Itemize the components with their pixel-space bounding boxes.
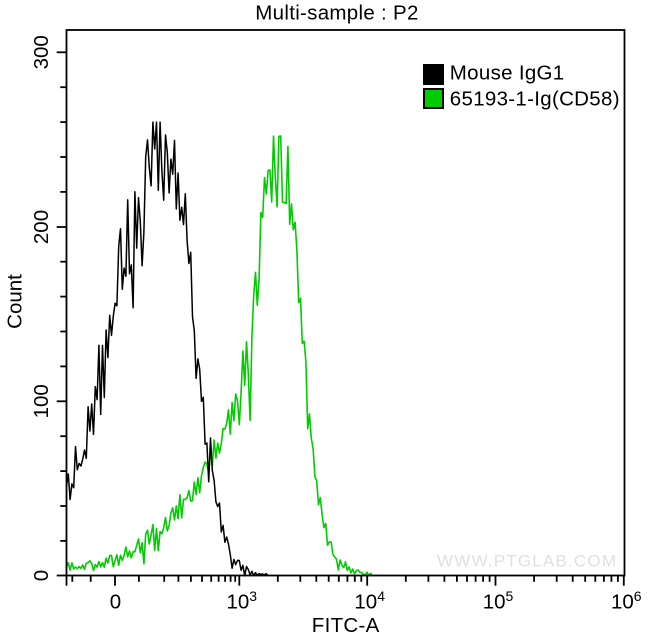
svg-text:FITC-A: FITC-A xyxy=(312,614,380,637)
svg-text:WWW.PTGLAB.COM: WWW.PTGLAB.COM xyxy=(437,552,617,571)
svg-text:100: 100 xyxy=(30,384,53,418)
svg-text:0: 0 xyxy=(110,590,121,613)
svg-text:200: 200 xyxy=(30,210,53,244)
svg-text:Multi-sample : P2: Multi-sample : P2 xyxy=(255,2,418,25)
svg-text:0: 0 xyxy=(30,570,53,581)
svg-text:Count: Count xyxy=(4,274,27,329)
svg-text:65193-1-Ig(CD58): 65193-1-Ig(CD58) xyxy=(450,88,620,111)
svg-text:Mouse IgG1: Mouse IgG1 xyxy=(450,62,565,85)
svg-text:105: 105 xyxy=(483,588,514,614)
svg-text:300: 300 xyxy=(30,35,53,69)
